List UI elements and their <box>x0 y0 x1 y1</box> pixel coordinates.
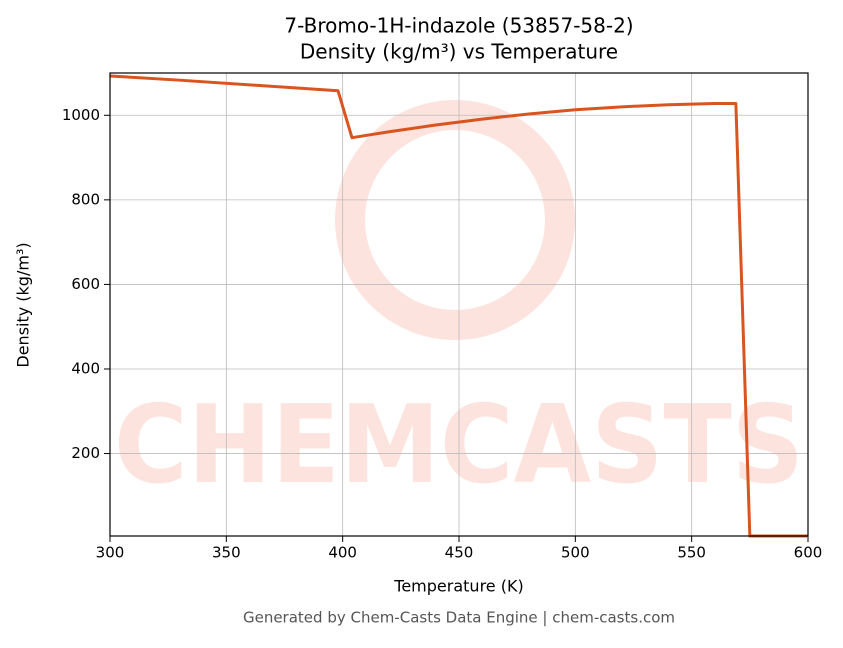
plot-frame <box>109 72 809 537</box>
y-axis-label: Density (kg/m³) <box>14 242 33 367</box>
x-tick-label: 350 <box>212 544 241 562</box>
y-tick-label: 800 <box>71 190 100 208</box>
x-tick-label: 450 <box>445 544 474 562</box>
watermark-logo <box>335 100 575 340</box>
x-tick-label: 300 <box>96 544 125 562</box>
x-tick-label: 500 <box>561 544 590 562</box>
y-tick-label: 200 <box>71 444 100 462</box>
chart-title: 7-Bromo-1H-indazole (53857-58-2) <box>284 14 633 38</box>
y-tick-label: 1000 <box>62 106 100 124</box>
x-tick-label: 400 <box>328 544 357 562</box>
chart-subtitle: Density (kg/m³) vs Temperature <box>300 40 618 64</box>
data-line <box>109 74 808 538</box>
y-tick-label: 600 <box>71 275 100 293</box>
y-tick-label: 400 <box>71 359 100 377</box>
caption: Generated by Chem-Casts Data Engine | ch… <box>243 609 675 627</box>
x-tick-label: 550 <box>677 544 706 562</box>
x-axis-label: Temperature (K) <box>393 577 523 596</box>
x-tick-label: 600 <box>794 544 823 562</box>
